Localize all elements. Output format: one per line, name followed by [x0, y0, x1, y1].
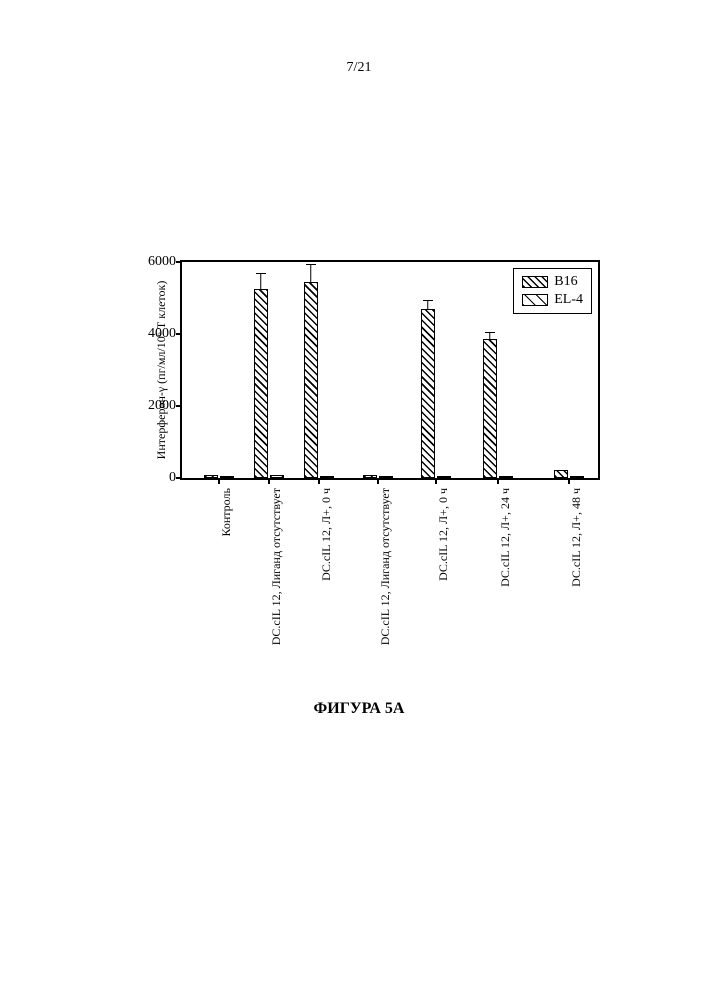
legend-swatch-el4: [522, 294, 548, 306]
x-tick-label: DC.cIL 12, Лиганд отсутствует: [378, 488, 393, 645]
x-tick-label: DC.cIL 12, Л+, 48 ч: [569, 488, 584, 587]
y-tick-mark: [176, 261, 182, 263]
bar-group: [483, 339, 513, 478]
x-tick-mark: [435, 478, 437, 484]
y-tick-mark: [176, 405, 182, 407]
x-tick-mark: [568, 478, 570, 484]
bar-b16: [254, 289, 268, 478]
bar-b16: [363, 475, 377, 478]
x-tick-label: DC.cIL 12, Л+, 0 ч: [319, 488, 334, 581]
bar-el4: [437, 476, 451, 478]
bar-el4: [270, 475, 284, 478]
bar-group: [304, 282, 334, 478]
bar-group: [254, 289, 284, 478]
legend-swatch-b16: [522, 276, 548, 288]
legend: B16 EL-4: [513, 268, 592, 314]
x-tick-mark: [218, 478, 220, 484]
y-tick-mark: [176, 477, 182, 479]
bar-b16: [554, 470, 568, 478]
bar-el4: [379, 476, 393, 478]
x-tick-mark: [268, 478, 270, 484]
page: 7/21 Интерферон-γ (пг/мл/10⁶ Т клеток) B…: [0, 0, 718, 1000]
y-tick-mark: [176, 333, 182, 335]
chart: Интерферон-γ (пг/мл/10⁶ Т клеток) B16 EL…: [130, 260, 610, 480]
y-tick-label: 2000: [148, 398, 176, 414]
x-tick-label: DC.cIL 12, Лиганд отсутствует: [269, 488, 284, 645]
bar-group: [421, 309, 451, 478]
page-number: 7/21: [347, 60, 372, 76]
bar-b16: [421, 309, 435, 478]
legend-item-b16: B16: [522, 273, 583, 291]
bar-el4: [570, 476, 584, 478]
legend-item-el4: EL-4: [522, 291, 583, 309]
x-tick-mark: [377, 478, 379, 484]
bar-el4: [220, 476, 234, 478]
plot-area: B16 EL-4 0200040006000КонтрольDC.cIL 12,…: [180, 260, 600, 480]
y-tick-label: 4000: [148, 326, 176, 342]
x-tick-label: Контроль: [219, 488, 234, 537]
x-tick-label: DC.cIL 12, Л+, 24 ч: [498, 488, 513, 587]
bar-el4: [499, 476, 513, 478]
x-tick-mark: [318, 478, 320, 484]
bar-group: [554, 470, 584, 478]
y-axis-title: Интерферон-γ (пг/мл/10⁶ Т клеток): [154, 281, 169, 460]
bar-el4: [320, 476, 334, 478]
bar-b16: [204, 475, 218, 478]
figure-caption: ФИГУРА 5А: [314, 700, 405, 718]
x-tick-label: DC.cIL 12, Л+, 0 ч: [436, 488, 451, 581]
y-tick-label: 0: [169, 470, 176, 486]
y-tick-label: 6000: [148, 254, 176, 270]
bar-b16: [483, 339, 497, 478]
legend-label-b16: B16: [554, 273, 577, 291]
x-tick-mark: [497, 478, 499, 484]
legend-label-el4: EL-4: [554, 291, 583, 309]
bar-b16: [304, 282, 318, 478]
